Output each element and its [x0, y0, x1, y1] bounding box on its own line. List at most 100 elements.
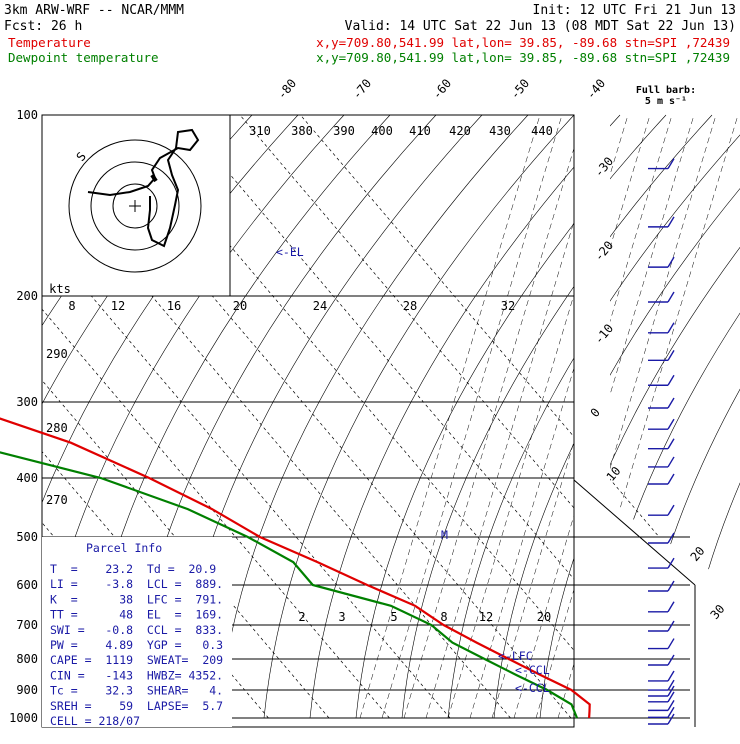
wind-barbs: [648, 158, 675, 725]
wind-barb-flag: [667, 691, 675, 703]
pressure-label-600: 600: [16, 578, 38, 592]
ring-label: 32: [501, 299, 515, 313]
hodograph: S: [41, 114, 231, 297]
hodograph-trace: [87, 128, 200, 248]
wind-barb-flag: [667, 620, 675, 632]
pressure-label-700: 700: [16, 618, 38, 632]
wind-barb-flag: [667, 397, 675, 409]
hodograph-ring-inner: [112, 183, 158, 229]
marker-el: <-EL: [276, 245, 304, 259]
theta-label: 410: [409, 124, 431, 138]
mask-left: [0, 66, 42, 740]
wind-barb-flag: [667, 679, 675, 691]
wind-barb-flag: [667, 685, 675, 697]
parcel-row: LI = -3.8 LCL = 889.: [50, 577, 223, 591]
moist-adiabat: [403, 114, 585, 719]
parcel-info-rows: T = 23.2 Td = 20.9LI = -3.8 LCL = 889.K …: [50, 562, 223, 728]
wind-barb-flag: [667, 706, 675, 718]
legend-temperature-loc: x,y=709.80,541.99 lat,lon= 39.85, -89.68…: [316, 35, 730, 50]
marker-m: M: [441, 528, 448, 542]
grid-lines: [0, 66, 740, 740]
moist-adiabat: [381, 114, 563, 719]
hodograph-ring-outer: [68, 139, 202, 273]
hodograph-center-mark: [129, 200, 141, 212]
wind-barb-flag: [667, 456, 675, 468]
wind-barb-flag: [667, 322, 675, 334]
temperature-line: [0, 417, 591, 719]
wind-barb-flag: [667, 504, 675, 516]
ring-label: 20: [233, 299, 247, 313]
theta-label: 380: [291, 124, 313, 138]
wind-barb-flag: [667, 638, 675, 649]
marker-lcl: <-CCL: [515, 681, 550, 695]
moist-adiabat: [359, 114, 541, 719]
ring-label: 8: [68, 299, 75, 313]
parcel-info-title: Parcel Info: [86, 541, 162, 555]
parcel-info-box: [42, 537, 232, 727]
left-label: 280: [46, 421, 68, 435]
parcel-row: SREH = 59 LAPSE= 5.7: [50, 699, 223, 713]
header-model: 3km ARW-WRF -- NCAR/MMM: [4, 3, 184, 18]
parcel-row: K = 38 LFC = 791.: [50, 592, 223, 606]
barb-legend-title: Full barb:: [636, 85, 696, 96]
moist-adiabat: [535, 114, 717, 719]
pressure-label-1000: 1000: [9, 711, 38, 725]
mixing-ratio-label: 2: [298, 610, 305, 624]
wind-barb-flag: [667, 713, 675, 725]
parcel-row: SWI = -0.8 CCL = 833.: [50, 623, 223, 637]
pressure-label-200: 200: [16, 289, 38, 303]
parcel-row: Tc = 32.3 SHEAR= 4.: [50, 684, 223, 698]
dewpoint-line: [0, 451, 579, 719]
wind-barb-flag: [667, 654, 675, 666]
skirt-edge: [573, 479, 696, 586]
wind-barb-flag: [667, 601, 675, 613]
parcel-row: PW = 4.89 YGP = 0.3: [50, 638, 223, 652]
ring-label: kts: [49, 282, 71, 296]
dry-adiabat: [263, 114, 575, 719]
marker-ccl: <-CCL: [515, 663, 550, 677]
legend-dewpoint-loc: x,y=709.80,541.99 lat,lon= 39.85, -89.68…: [316, 50, 730, 65]
header-valid: Valid: 14 UTC Sat 22 Jun 13 (08 MDT Sat …: [345, 19, 736, 34]
wind-barb-flag: [667, 473, 675, 485]
mixing-ratio-label: 12: [479, 610, 493, 624]
parcel-row: T = 23.2 Td = 20.9: [50, 562, 216, 576]
header-fcst: Fcst: 26 h: [4, 19, 82, 34]
temp-tick-top: -40: [584, 76, 609, 102]
pressure-label-800: 800: [16, 652, 38, 666]
pressure-label-300: 300: [16, 395, 38, 409]
mask-skirt: [574, 480, 740, 740]
ring-label: 24: [313, 299, 327, 313]
dry-adiabat: [539, 246, 740, 719]
theta-label: 310: [249, 124, 271, 138]
dry-adiabat: [447, 134, 740, 719]
wind-barb-flag: [667, 291, 675, 303]
wind-barb-flag: [667, 216, 675, 228]
temp-tick-top: -80: [275, 76, 300, 102]
mixing-ratio-label: 20: [537, 610, 551, 624]
parcel-row: CAPE = 1119 SWEAT= 209: [50, 653, 223, 667]
dry-adiabat: [309, 114, 621, 719]
mixing-ratio-label: 5: [390, 610, 397, 624]
profile-series: [0, 417, 591, 719]
parcel-row: CIN = -143 HWBZ= 4352.: [50, 668, 223, 682]
wind-barb-flag: [667, 158, 675, 169]
parcel-row: CELL = 218/07: [50, 714, 140, 728]
theta-label: 420: [449, 124, 471, 138]
hodograph-ring-mid: [90, 161, 180, 251]
left-label: 270: [46, 493, 68, 507]
moist-adiabat: [469, 114, 651, 719]
temp-tick-top: -50: [508, 76, 533, 102]
pressure-label-400: 400: [16, 471, 38, 485]
dry-adiabat: [217, 114, 529, 719]
temp-tick-top: -70: [350, 76, 375, 102]
wind-barb-flag: [667, 374, 675, 386]
ring-label: 28: [403, 299, 417, 313]
theta-label: 430: [489, 124, 511, 138]
marker-lfc: <-LFC: [498, 649, 533, 663]
wind-barb-flag: [667, 532, 675, 544]
wind-barb-flag: [667, 418, 675, 430]
legend-dewpoint: Dewpoint temperature: [8, 50, 159, 65]
hodograph-storm-mark: [150, 173, 158, 183]
parcel-row: TT = 48 EL = 169.: [50, 608, 223, 622]
